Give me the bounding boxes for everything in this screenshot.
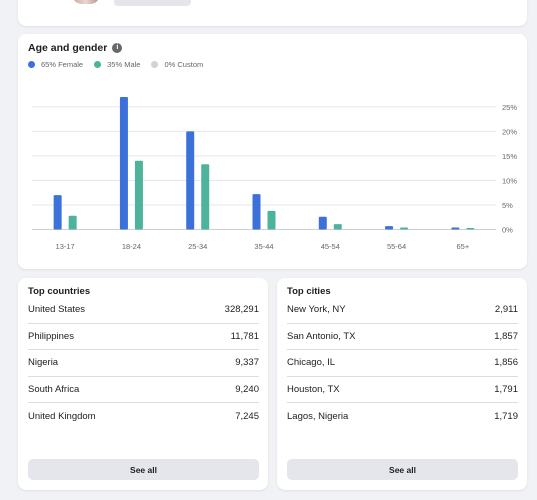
city-value: 1,719 [494, 410, 518, 422]
y-tick-label: 0% [502, 226, 513, 235]
x-tick-label: 13-17 [56, 242, 75, 251]
x-tick-label: 55-64 [387, 242, 406, 251]
country-value: 9,240 [235, 383, 259, 395]
y-tick-label: 5% [502, 201, 513, 210]
bar-female-35-44 [252, 194, 261, 230]
country-name: Nigeria [28, 357, 59, 369]
x-tick-label: 25-34 [188, 242, 207, 251]
age-gender-card: 0% 5% 10% 15% 20% 25% 13-17 18-24 25-34 35-44 45-5… [18, 34, 527, 269]
y-tick-label: 10% [502, 176, 517, 185]
bar-male-18-24 [134, 160, 143, 230]
country-value: 7,245 [235, 410, 259, 422]
list-item: Houston, TX 1,791 [287, 377, 518, 403]
list-item: Chicago, IL 1,856 [287, 350, 518, 377]
bar-male-55-64 [400, 227, 409, 230]
list-item: United Kingdom 7,245 [28, 403, 259, 430]
chart-legend: 65% Female 35% Male 0% Custom [28, 60, 203, 69]
list-item: United States 328,291 [28, 297, 259, 324]
top-countries-list: United States 328,291 Philippines 11,781… [28, 297, 259, 430]
list-item: Nigeria 9,337 [28, 350, 259, 377]
list-item: South Africa 9,240 [28, 377, 259, 403]
legend-item-custom: 0% Custom [151, 60, 203, 69]
city-value: 1,857 [494, 330, 518, 342]
top-countries-card: Top countries United States 328,291 Phil… [18, 278, 268, 490]
info-icon[interactable]: i [112, 43, 123, 53]
list-item: San Antonio, TX 1,857 [287, 324, 518, 350]
top-countries-title: Top countries [28, 286, 91, 297]
bar-female-55-64 [385, 226, 394, 230]
age-gender-chart: 0% 5% 10% 15% 20% 25% 13-17 18-24 25-34 35-44 45-5… [32, 97, 517, 251]
profile-button[interactable] [114, 0, 191, 6]
bar-male-65+ [466, 228, 475, 230]
country-name: United Kingdom [28, 410, 96, 422]
legend-dot-male [94, 61, 102, 68]
bar-female-45-54 [318, 216, 327, 230]
top-cities-list: New York, NY 2,911 San Antonio, TX 1,857… [287, 297, 518, 430]
city-value: 1,856 [494, 357, 518, 369]
chart-title: Age and gender [28, 42, 108, 54]
bar-male-35-44 [267, 210, 276, 230]
list-item: New York, NY 2,911 [287, 297, 518, 324]
city-name: Lagos, Nigeria [287, 410, 349, 422]
country-name: Philippines [28, 330, 74, 342]
legend-label-custom: 0% Custom [164, 60, 204, 69]
see-all-countries-button[interactable]: See all [28, 459, 259, 480]
country-name: United States [28, 304, 86, 316]
avatar[interactable] [72, 0, 100, 4]
city-name: New York, NY [287, 304, 346, 316]
country-value: 11,781 [230, 330, 259, 342]
legend-label-male: 35% Male [107, 60, 141, 69]
bar-male-25-34 [201, 164, 210, 230]
city-name: Chicago, IL [287, 357, 336, 369]
bar-male-13-17 [68, 215, 77, 230]
country-value: 9,337 [235, 357, 259, 369]
legend-label-female: 65% Female [41, 60, 84, 69]
legend-item-female: 65% Female [28, 60, 83, 69]
legend-item-male: 35% Male [94, 60, 140, 69]
list-item: Philippines 11,781 [28, 324, 259, 350]
country-value: 328,291 [224, 304, 259, 316]
city-name: Houston, TX [287, 383, 340, 395]
x-tick-label: 65+ [456, 242, 469, 251]
bar-male-45-54 [333, 224, 342, 230]
x-tick-label: 35-44 [254, 242, 273, 251]
list-item: Lagos, Nigeria 1,719 [287, 403, 518, 430]
country-name: South Africa [28, 383, 80, 395]
top-cities-card: Top cities New York, NY 2,911 San Antoni… [277, 278, 527, 490]
bar-female-65+ [451, 227, 460, 230]
see-all-cities-button[interactable]: See all [287, 459, 518, 480]
legend-dot-custom [151, 61, 159, 68]
x-tick-label: 45-54 [321, 242, 340, 251]
city-value: 2,911 [494, 304, 518, 316]
top-cities-title: Top cities [287, 286, 331, 297]
chart-header: Age and gender i [28, 42, 123, 54]
y-tick-label: 15% [502, 152, 517, 161]
legend-dot-female [28, 61, 35, 68]
city-name: San Antonio, TX [287, 330, 356, 342]
profile-card [18, 0, 527, 26]
city-value: 1,791 [494, 383, 518, 395]
bar-female-18-24 [119, 97, 128, 230]
bar-female-13-17 [53, 195, 62, 230]
y-tick-label: 25% [502, 103, 517, 112]
bar-female-25-34 [186, 131, 195, 230]
y-tick-label: 20% [502, 127, 517, 136]
x-tick-label: 18-24 [122, 242, 141, 251]
